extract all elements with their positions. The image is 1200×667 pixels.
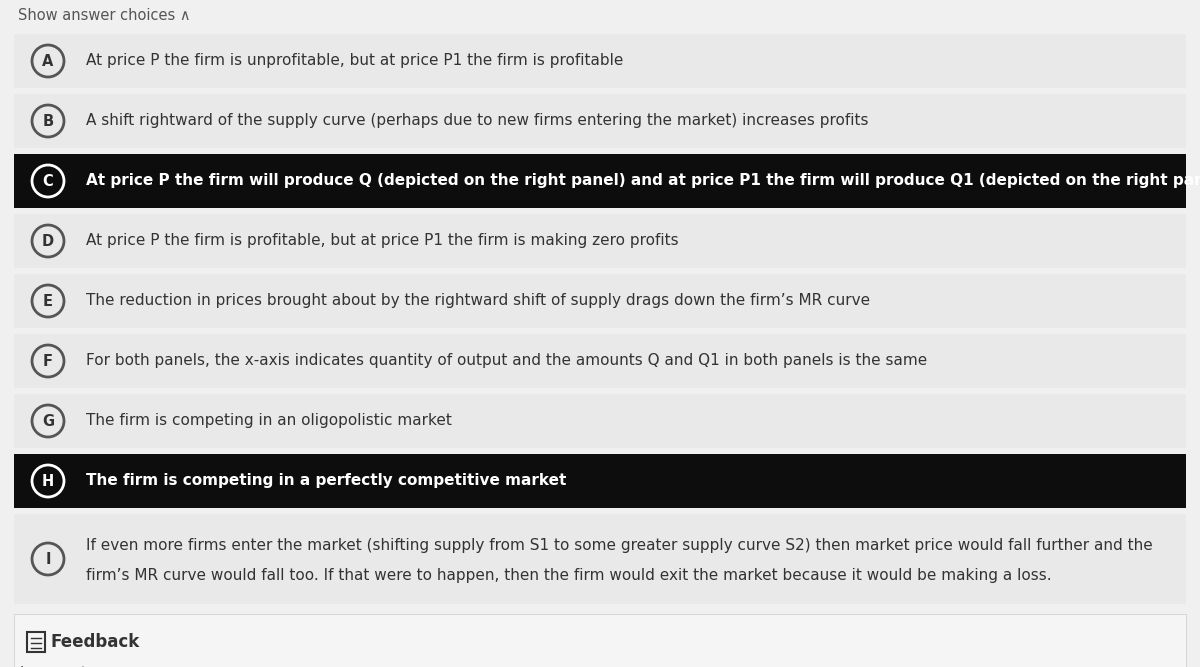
- Text: A shift rightward of the supply curve (perhaps due to new firms entering the mar: A shift rightward of the supply curve (p…: [86, 113, 869, 129]
- Bar: [14, 514, 1186, 604]
- Bar: [14, 274, 1186, 328]
- Text: For both panels, the x-axis indicates quantity of output and the amounts Q and Q: For both panels, the x-axis indicates qu…: [86, 354, 928, 368]
- Text: D: D: [42, 233, 54, 249]
- Circle shape: [32, 543, 64, 575]
- Circle shape: [32, 105, 64, 137]
- Bar: [14, 334, 1186, 388]
- Text: At price P the firm is profitable, but at price P1 the firm is making zero profi: At price P the firm is profitable, but a…: [86, 233, 679, 249]
- Text: Feedback: Feedback: [50, 633, 140, 651]
- Text: F: F: [43, 354, 53, 368]
- Text: The firm is competing in a perfectly competitive market: The firm is competing in a perfectly com…: [86, 474, 566, 488]
- Text: firm’s MR curve would fall too. If that were to happen, then the firm would exit: firm’s MR curve would fall too. If that …: [86, 568, 1051, 583]
- Text: B: B: [42, 113, 54, 129]
- Bar: [14, 394, 1186, 448]
- Text: H: H: [42, 474, 54, 488]
- Circle shape: [32, 45, 64, 77]
- Circle shape: [32, 345, 64, 377]
- Bar: [14, 154, 1186, 208]
- Bar: [14, 614, 1186, 667]
- Circle shape: [32, 165, 64, 197]
- Text: At price P the firm is unprofitable, but at price P1 the firm is profitable: At price P the firm is unprofitable, but…: [86, 53, 623, 69]
- Circle shape: [32, 225, 64, 257]
- Text: Show answer choices ∧: Show answer choices ∧: [18, 9, 191, 23]
- Text: At price P the firm will produce Q (depicted on the right panel) and at price P1: At price P the firm will produce Q (depi…: [86, 173, 1200, 189]
- Bar: [14, 454, 1186, 508]
- Text: The firm is competing in an oligopolistic market: The firm is competing in an oligopolisti…: [86, 414, 452, 428]
- Text: I: I: [46, 552, 50, 566]
- Text: A: A: [42, 53, 54, 69]
- Circle shape: [32, 405, 64, 437]
- Text: C: C: [43, 173, 53, 189]
- Text: E: E: [43, 293, 53, 309]
- Circle shape: [32, 465, 64, 497]
- Bar: [28, 632, 46, 652]
- Text: If even more firms enter the market (shifting supply from S1 to some greater sup: If even more firms enter the market (shi…: [86, 538, 1153, 553]
- Bar: [14, 214, 1186, 268]
- Bar: [14, 34, 1186, 88]
- Bar: [14, 94, 1186, 148]
- Circle shape: [32, 285, 64, 317]
- Text: The reduction in prices brought about by the rightward shift of supply drags dow: The reduction in prices brought about by…: [86, 293, 870, 309]
- Text: G: G: [42, 414, 54, 428]
